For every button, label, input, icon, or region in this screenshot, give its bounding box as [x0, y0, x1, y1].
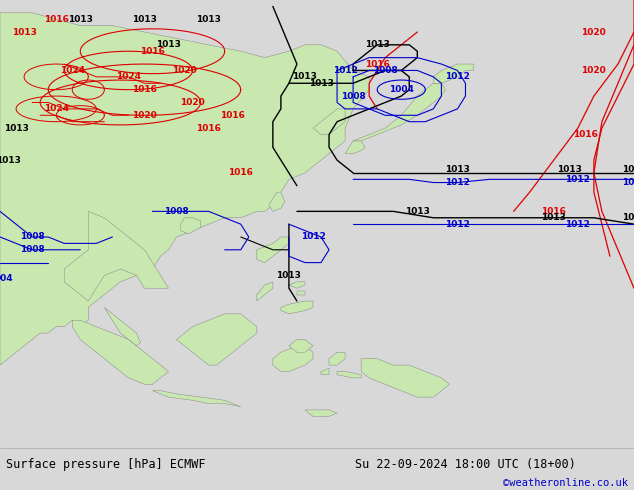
Polygon shape	[257, 237, 289, 263]
Text: 1016: 1016	[44, 15, 68, 24]
Text: 1013: 1013	[445, 165, 470, 174]
Text: 1012: 1012	[445, 220, 470, 229]
Polygon shape	[361, 359, 450, 397]
Text: 1020: 1020	[581, 27, 606, 37]
Polygon shape	[0, 13, 369, 365]
Text: 1020: 1020	[172, 66, 197, 75]
Polygon shape	[321, 368, 329, 375]
Text: 1016: 1016	[573, 130, 598, 139]
Polygon shape	[153, 391, 241, 407]
Polygon shape	[305, 410, 337, 416]
Text: 1008: 1008	[20, 232, 44, 242]
Text: 1013: 1013	[196, 15, 221, 24]
Text: 1012: 1012	[301, 232, 325, 242]
Text: 004: 004	[0, 274, 13, 283]
Text: 1020: 1020	[132, 111, 157, 120]
Polygon shape	[281, 301, 313, 314]
Text: Su 22-09-2024 18:00 UTC (18+00): Su 22-09-2024 18:00 UTC (18+00)	[355, 458, 576, 471]
Text: 1012: 1012	[621, 178, 634, 187]
Text: 1016: 1016	[220, 111, 245, 120]
Text: 1020: 1020	[581, 66, 606, 75]
Text: 1013: 1013	[132, 15, 157, 24]
Polygon shape	[269, 192, 285, 211]
Text: 1013: 1013	[309, 79, 333, 88]
Polygon shape	[273, 346, 313, 371]
Text: 1013: 1013	[4, 123, 29, 133]
Text: 1012: 1012	[445, 73, 470, 81]
Polygon shape	[297, 292, 305, 294]
Text: 1012: 1012	[566, 175, 590, 184]
Text: 1013: 1013	[68, 15, 93, 24]
Text: 1020: 1020	[180, 98, 205, 107]
Text: 1012: 1012	[333, 66, 358, 75]
Polygon shape	[257, 282, 273, 301]
Text: 1013: 1013	[365, 40, 390, 49]
Text: 1013: 1013	[621, 213, 634, 222]
Text: 1024: 1024	[116, 73, 141, 81]
Text: 1013: 1013	[156, 40, 181, 49]
Text: 1013: 1013	[557, 165, 582, 174]
Polygon shape	[72, 320, 169, 384]
Polygon shape	[353, 83, 446, 141]
Text: 1004: 1004	[389, 85, 414, 94]
Text: 1016: 1016	[132, 85, 157, 94]
Text: 1012: 1012	[566, 220, 590, 229]
Text: 1016: 1016	[228, 169, 253, 177]
Text: 1024: 1024	[60, 66, 85, 75]
Text: 1008: 1008	[164, 207, 189, 216]
Text: 1013: 1013	[292, 73, 318, 81]
Polygon shape	[181, 218, 200, 234]
Text: 1013: 1013	[405, 207, 430, 216]
Text: 1024: 1024	[44, 104, 68, 113]
Text: 1008: 1008	[373, 66, 398, 75]
Polygon shape	[105, 307, 141, 346]
Text: 1013: 1013	[621, 165, 634, 174]
Text: 1013: 1013	[541, 213, 566, 222]
Text: Surface pressure [hPa] ECMWF: Surface pressure [hPa] ECMWF	[6, 458, 206, 471]
Text: 1016: 1016	[140, 47, 165, 56]
Polygon shape	[434, 64, 474, 83]
Polygon shape	[345, 141, 365, 154]
Polygon shape	[329, 352, 345, 365]
Text: 1012: 1012	[445, 178, 470, 187]
Text: 1013: 1013	[0, 156, 20, 165]
Text: 1008: 1008	[340, 92, 365, 100]
Text: 1016: 1016	[365, 60, 390, 69]
Text: 1016: 1016	[196, 123, 221, 133]
Text: ©weatheronline.co.uk: ©weatheronline.co.uk	[503, 477, 628, 488]
Text: 1013: 1013	[11, 27, 37, 37]
Polygon shape	[313, 109, 345, 135]
Polygon shape	[289, 340, 313, 352]
Polygon shape	[64, 211, 169, 301]
Text: 1008: 1008	[20, 245, 44, 254]
Polygon shape	[289, 282, 305, 288]
Polygon shape	[176, 314, 257, 365]
Polygon shape	[337, 371, 361, 378]
Text: 1013: 1013	[276, 271, 301, 280]
Text: 1016: 1016	[541, 207, 566, 216]
